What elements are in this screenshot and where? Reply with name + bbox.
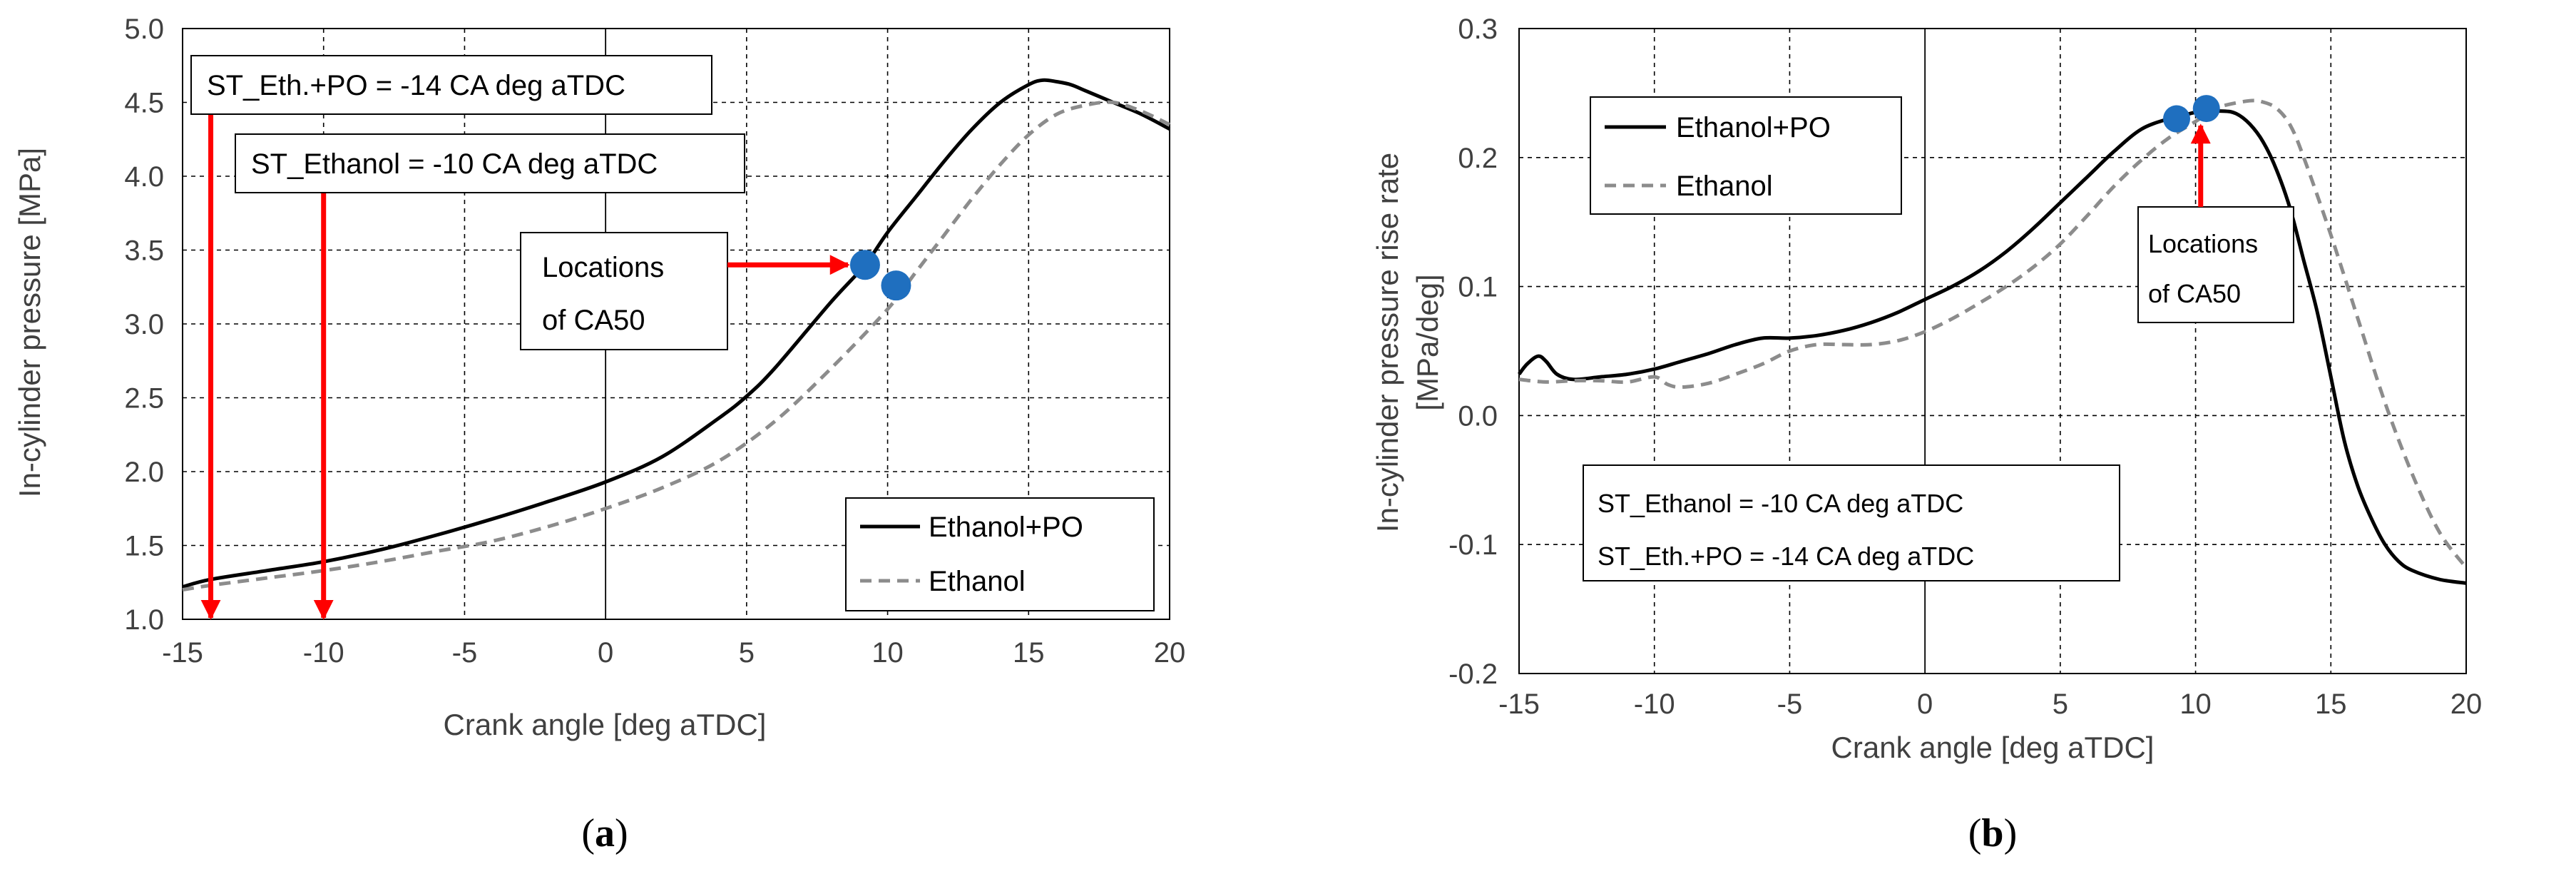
chart-a-x-axis-label: Crank angle [deg aTDC] <box>444 708 767 741</box>
chart-b-x-tick-label: 0 <box>1917 689 1933 720</box>
chart-a-x-tick-labels: -15 -10 -5 0 5 10 15 20 <box>162 637 1185 669</box>
chart-a-ca50-point-ethanol-po <box>849 250 880 280</box>
chart-b-st-ethanol-text: ST_Ethanol = -10 CA deg aTDC <box>1598 489 1963 518</box>
chart-a-x-tick-label: -10 <box>303 637 344 669</box>
chart-a-panel-letter: a <box>595 811 615 855</box>
chart-b-x-tick-label: -15 <box>1498 689 1540 720</box>
chart-b-ca50-annotation: Locations of CA50 <box>2137 206 2294 323</box>
chart-b-y-tick-label: 0.3 <box>1458 14 1498 45</box>
chart-a-y-tick-label: 3.5 <box>124 235 164 267</box>
chart-b-panel-letter: b <box>1981 811 2003 855</box>
chart-a-y-tick-label: 4.0 <box>124 161 164 193</box>
chart-b-x-tick-label: -5 <box>1777 689 1803 720</box>
chart-a-x-tick-label: 0 <box>598 637 613 669</box>
chart-a-ca50-text-line2: of CA50 <box>542 305 645 336</box>
chart-b-ca50-point-ethanol <box>2192 95 2220 123</box>
chart-a-st-ethanol-annotation: ST_Ethanol = -10 CA deg aTDC <box>235 133 745 193</box>
chart-a-series-ethanol-po-line <box>182 78 1171 589</box>
chart-a-legend: Ethanol+PO Ethanol <box>845 497 1155 611</box>
chart-b-x-axis-label: Crank angle [deg aTDC] <box>1831 731 2155 764</box>
chart-b-x-tick-label: 15 <box>2315 689 2347 720</box>
chart-a-y-tick-labels: 1.0 1.5 2.0 2.5 3.0 3.5 4.0 4.5 5.0 <box>124 14 164 636</box>
chart-a-ca50-annotation: Locations of CA50 <box>520 232 728 350</box>
chart-b-series-ethanol-po-line <box>1518 109 2467 585</box>
chart-b-st-annotation: ST_Ethanol = -10 CA deg aTDC ST_Eth.+PO … <box>1583 464 2120 581</box>
chart-a-st-eth-po-annotation: ST_Eth.+PO = -14 CA deg aTDC <box>190 55 712 115</box>
chart-b-y-axis-label-line2: [MPa/deg] <box>1411 274 1444 410</box>
chart-a-y-tick-label: 3.0 <box>124 309 164 340</box>
chart-b-ca50-text-line1: Locations <box>2148 229 2258 258</box>
chart-a-x-tick-label: 5 <box>739 637 755 669</box>
chart-b-x-tick-label: 20 <box>2450 689 2483 720</box>
chart-a-y-axis-label: In-cylinder pressure [MPa] <box>13 148 46 497</box>
chart-b-plot-frame <box>1518 28 2467 674</box>
chart-a-x-tick-label: 10 <box>872 637 904 669</box>
chart-b-x-tick-label: 10 <box>2179 689 2212 720</box>
chart-a-y-tick-label: 1.5 <box>124 531 164 562</box>
chart-a-x-tick-label: 20 <box>1154 637 1186 669</box>
chart-b-ca50-point-ethanol-po <box>2163 105 2191 133</box>
chart-a-x-tick-label: -5 <box>452 637 478 669</box>
chart-a-legend-ethanol-label: Ethanol <box>929 566 1026 597</box>
chart-b-y-tick-label: -0.2 <box>1448 659 1498 690</box>
chart-a-panel-label: (a) <box>581 811 628 855</box>
chart-a-ca50-point-ethanol <box>881 270 911 301</box>
chart-a-x-tick-label: -15 <box>162 637 203 669</box>
chart-b-y-tick-label: -0.1 <box>1448 529 1498 561</box>
chart-b-y-tick-labels: -0.2 -0.1 0.0 0.1 0.2 0.3 <box>1448 14 1498 690</box>
chart-b-st-eth-po-text: ST_Eth.+PO = -14 CA deg aTDC <box>1598 542 1974 571</box>
chart-b-y-tick-label: 0.1 <box>1458 272 1498 303</box>
chart-a-st-eth-po-text: ST_Eth.+PO = -14 CA deg aTDC <box>207 70 625 101</box>
chart-a-y-tick-label: 1.0 <box>124 604 164 636</box>
chart-a-y-tick-label: 2.5 <box>124 383 164 415</box>
chart-a-y-tick-label: 5.0 <box>124 14 164 45</box>
chart-b-legend-ethanol-label: Ethanol <box>1676 171 1773 202</box>
chart-a-plot-frame <box>182 28 1170 620</box>
chart-b-y-tick-label: 0.0 <box>1458 400 1498 432</box>
chart-a-ca50-text-line1: Locations <box>542 252 664 283</box>
chart-a-y-tick-label: 4.5 <box>124 88 164 119</box>
chart-a: -15 -10 -5 0 5 10 15 20 1.0 1.5 2.0 2.5 3.0 3.5 4.0 4.… <box>13 14 1185 855</box>
chart-b-legend-ethanol-po-label: Ethanol+PO <box>1676 112 1831 143</box>
chart-a-legend-ethanol-po-label: Ethanol+PO <box>929 512 1083 543</box>
chart-b-y-tick-label: 0.2 <box>1458 143 1498 174</box>
chart-a-x-tick-label: 15 <box>1013 637 1045 669</box>
chart-a-y-tick-label: 2.0 <box>124 457 164 488</box>
chart-b-legend: Ethanol+PO Ethanol <box>1590 96 1902 215</box>
chart-b: -15 -10 -5 0 5 10 15 20 -0.2 -0.1 0.0 0.1 0.2 0.3 Et… <box>1371 14 2482 855</box>
chart-b-x-tick-label: -10 <box>1634 689 1675 720</box>
chart-a-st-ethanol-text: ST_Ethanol = -10 CA deg aTDC <box>251 148 658 180</box>
chart-b-ca50-text-line2: of CA50 <box>2148 279 2241 308</box>
chart-b-x-tick-label: 5 <box>2053 689 2068 720</box>
chart-b-y-axis-label-line1: In-cylinder pressure rise rate <box>1371 153 1404 532</box>
chart-b-panel-label: (b) <box>1968 811 2017 855</box>
chart-b-x-tick-labels: -15 -10 -5 0 5 10 15 20 <box>1498 689 2482 720</box>
